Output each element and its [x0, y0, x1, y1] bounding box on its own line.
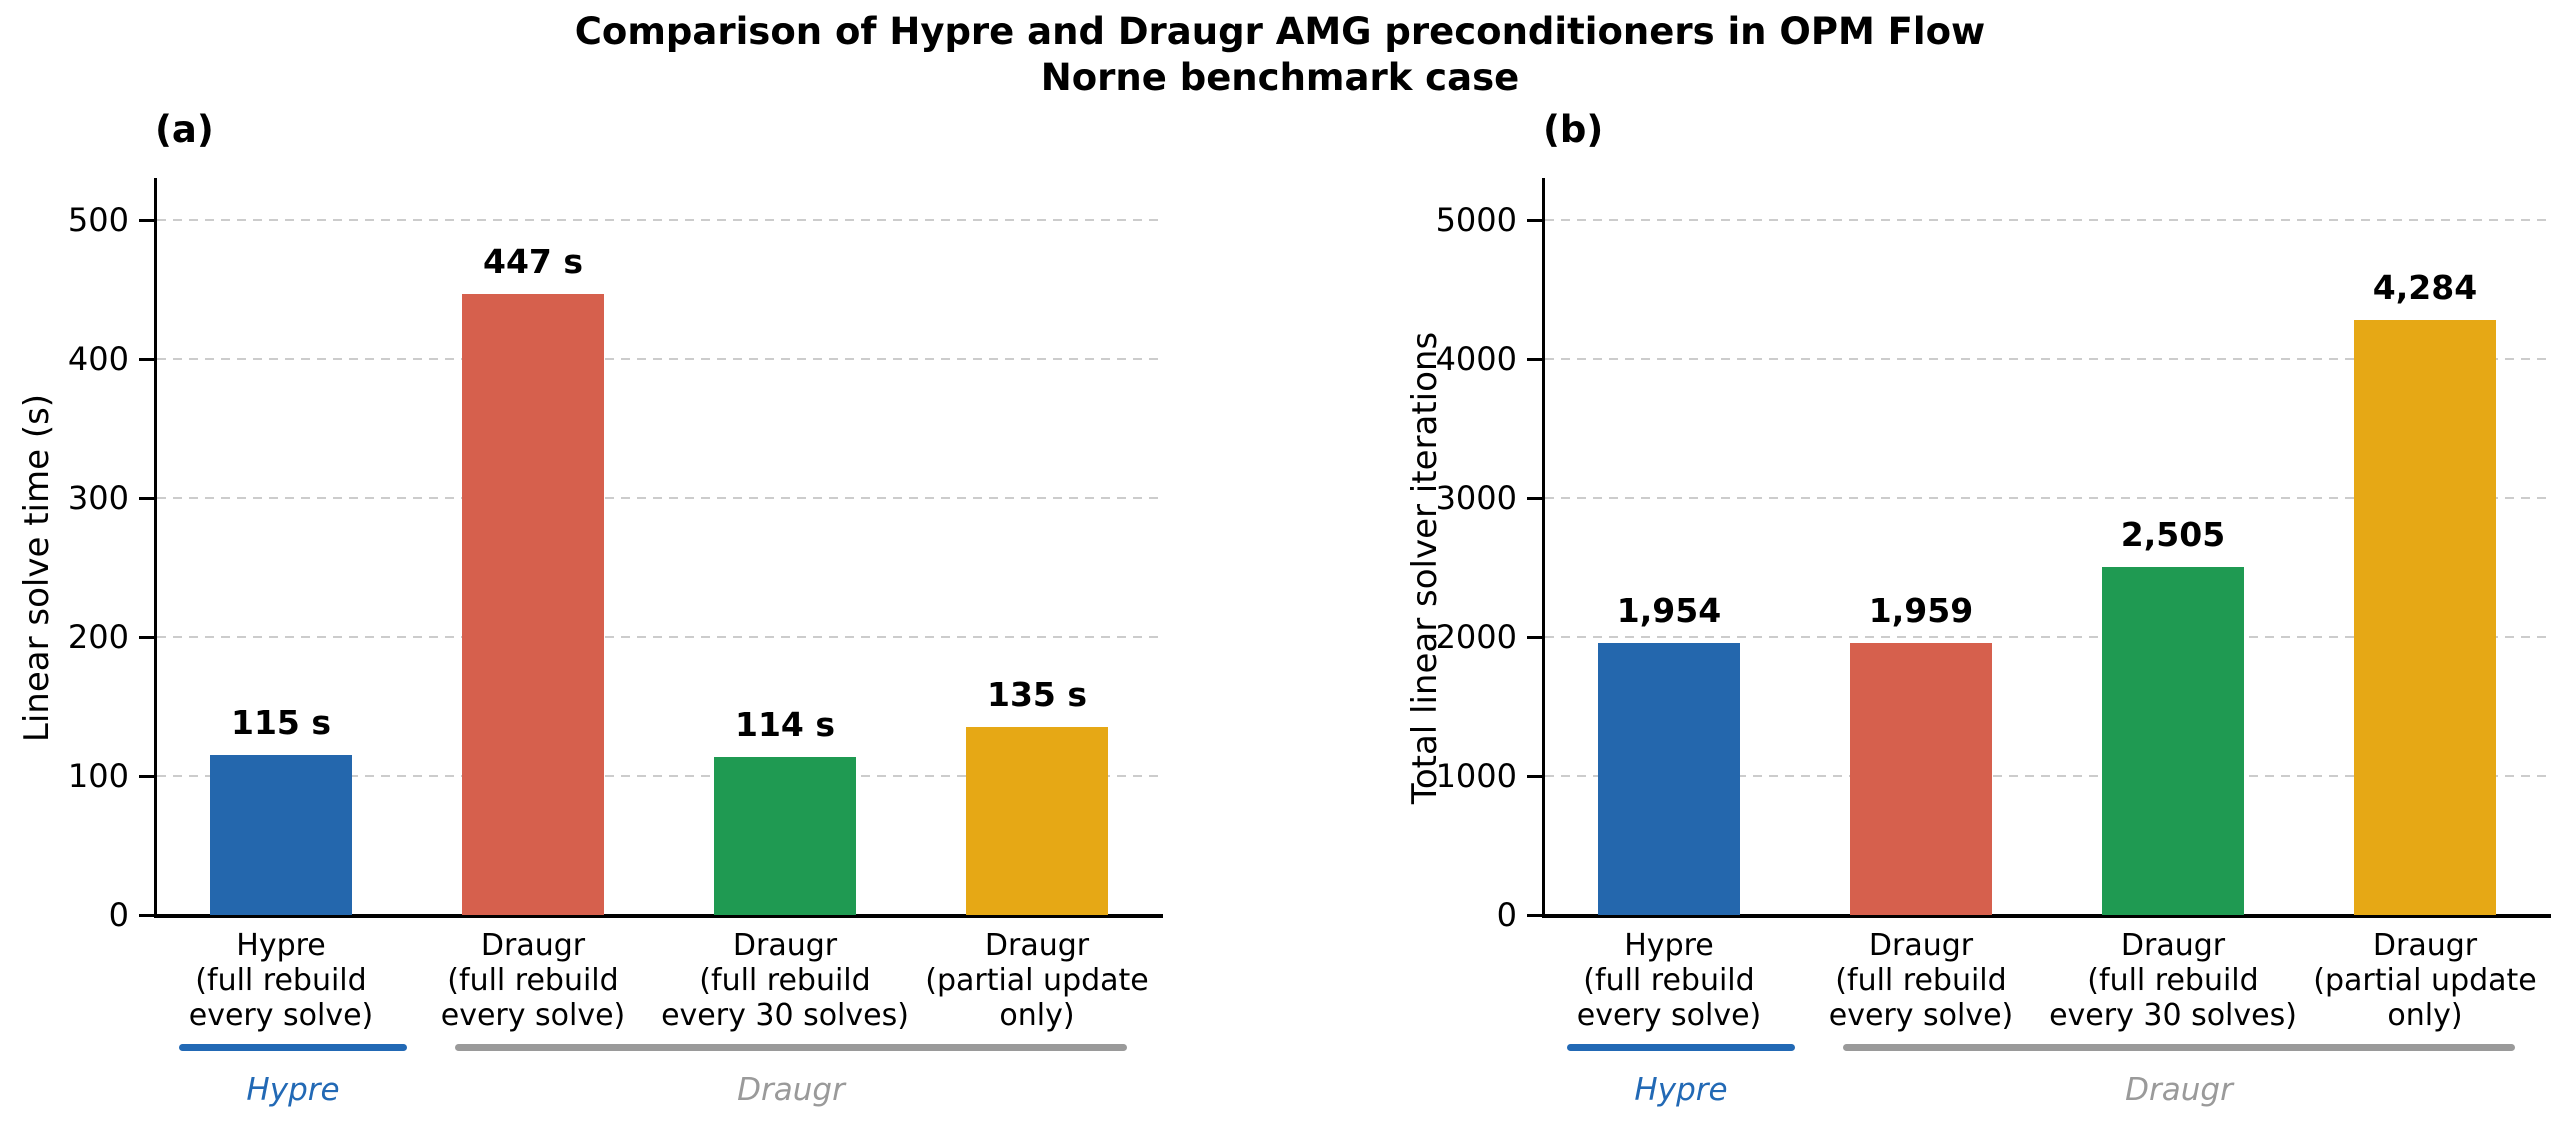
y-tick-mark	[139, 635, 155, 639]
bar-value-label: 114 s	[734, 704, 835, 744]
y-tick-label: 200	[67, 618, 129, 656]
x-tick-label: (full rebuild	[2087, 963, 2259, 998]
x-tick-label: every solve)	[1576, 998, 1762, 1033]
y-tick-mark	[139, 218, 155, 222]
y-tick-mark	[139, 913, 155, 917]
bar	[462, 293, 604, 915]
y-tick-mark	[1527, 218, 1543, 222]
x-axis-line	[153, 914, 1163, 918]
x-tick-label: Draugr	[2372, 928, 2478, 963]
panel-label: (a)	[155, 108, 214, 151]
bar	[2354, 319, 2496, 915]
x-tick-label: Draugr	[732, 928, 838, 963]
bar	[714, 756, 856, 915]
bar-value-label: 4,284	[2372, 267, 2478, 307]
y-tick-label: 5000	[1435, 201, 1517, 239]
x-tick-label: Hypre	[236, 928, 326, 963]
x-tick-label: Draugr	[2120, 928, 2226, 963]
figure-title-line-1: Comparison of Hypre and Draugr AMG preco…	[574, 10, 1986, 53]
y-tick-label: 0	[108, 896, 129, 934]
x-tick-label: (full rebuild	[699, 963, 871, 998]
x-tick-label: Hypre	[1624, 928, 1714, 963]
bar-value-label: 135 s	[986, 675, 1087, 715]
y-tick-label: 300	[67, 479, 129, 517]
y-tick-mark	[1527, 357, 1543, 361]
x-tick-label: (full rebuild	[447, 963, 619, 998]
x-tick-label: every solve)	[440, 998, 626, 1033]
x-tick-label: every 30 solves)	[2049, 998, 2297, 1033]
group-label-draugr: Draugr	[2125, 1072, 2233, 1108]
x-tick-label: Draugr	[1868, 928, 1974, 963]
y-tick-mark	[1527, 496, 1543, 500]
x-tick-label: every solve)	[1828, 998, 2014, 1033]
gridline	[157, 358, 1163, 360]
bar-value-label: 2,505	[2120, 514, 2226, 554]
group-label-draugr: Draugr	[737, 1072, 845, 1108]
x-tick-label: only)	[2387, 998, 2463, 1033]
y-tick-mark	[1527, 913, 1543, 917]
gridline	[1545, 219, 2551, 221]
y-tick-mark	[1527, 774, 1543, 778]
panel-label: (b)	[1543, 108, 1604, 151]
y-tick-label: 400	[67, 340, 129, 378]
y-tick-mark	[139, 774, 155, 778]
x-tick-label: every 30 solves)	[661, 998, 909, 1033]
group-underline-hypre	[1567, 1044, 1795, 1051]
y-tick-label: 100	[67, 757, 129, 795]
bar	[210, 755, 352, 915]
y-axis-line	[153, 178, 157, 917]
gridline	[1545, 636, 2551, 638]
x-tick-label: only)	[999, 998, 1075, 1033]
figure-title-line-2: Norne benchmark case	[1040, 56, 1520, 99]
x-tick-label: (partial update	[925, 963, 1149, 998]
y-tick-label: 3000	[1435, 479, 1517, 517]
gridline	[157, 497, 1163, 499]
bar-value-label: 1,959	[1868, 590, 1974, 630]
x-axis-line	[1541, 914, 2551, 918]
gridline	[157, 219, 1163, 221]
x-tick-label: Draugr	[984, 928, 1090, 963]
y-tick-label: 500	[67, 201, 129, 239]
bar-value-label: 1,954	[1616, 591, 1722, 631]
group-underline-draugr	[455, 1044, 1127, 1051]
x-tick-label: (full rebuild	[1835, 963, 2007, 998]
x-tick-label: (partial update	[2313, 963, 2537, 998]
x-tick-label: Draugr	[480, 928, 586, 963]
gridline	[1545, 775, 2551, 777]
group-underline-draugr	[1843, 1044, 2515, 1051]
gridline	[1545, 358, 2551, 360]
y-tick-mark	[139, 496, 155, 500]
gridline	[1545, 497, 2551, 499]
y-tick-label: 1000	[1435, 757, 1517, 795]
bar	[966, 727, 1108, 915]
group-underline-hypre	[179, 1044, 407, 1051]
gridline	[157, 775, 1163, 777]
y-axis-line	[1541, 178, 1545, 917]
bar	[2102, 566, 2244, 915]
y-tick-label: 0	[1496, 896, 1517, 934]
bar-value-label: 447 s	[482, 241, 583, 281]
y-tick-mark	[139, 357, 155, 361]
bar-value-label: 115 s	[230, 703, 331, 743]
bar	[1598, 643, 1740, 915]
y-tick-label: 4000	[1435, 340, 1517, 378]
x-tick-label: (full rebuild	[195, 963, 367, 998]
y-tick-mark	[1527, 635, 1543, 639]
y-tick-label: 2000	[1435, 618, 1517, 656]
x-tick-label: every solve)	[188, 998, 374, 1033]
group-label-hypre: Hypre	[1634, 1072, 1728, 1108]
x-tick-label: (full rebuild	[1583, 963, 1755, 998]
group-label-hypre: Hypre	[246, 1072, 340, 1108]
gridline	[157, 636, 1163, 638]
bar	[1850, 642, 1992, 915]
